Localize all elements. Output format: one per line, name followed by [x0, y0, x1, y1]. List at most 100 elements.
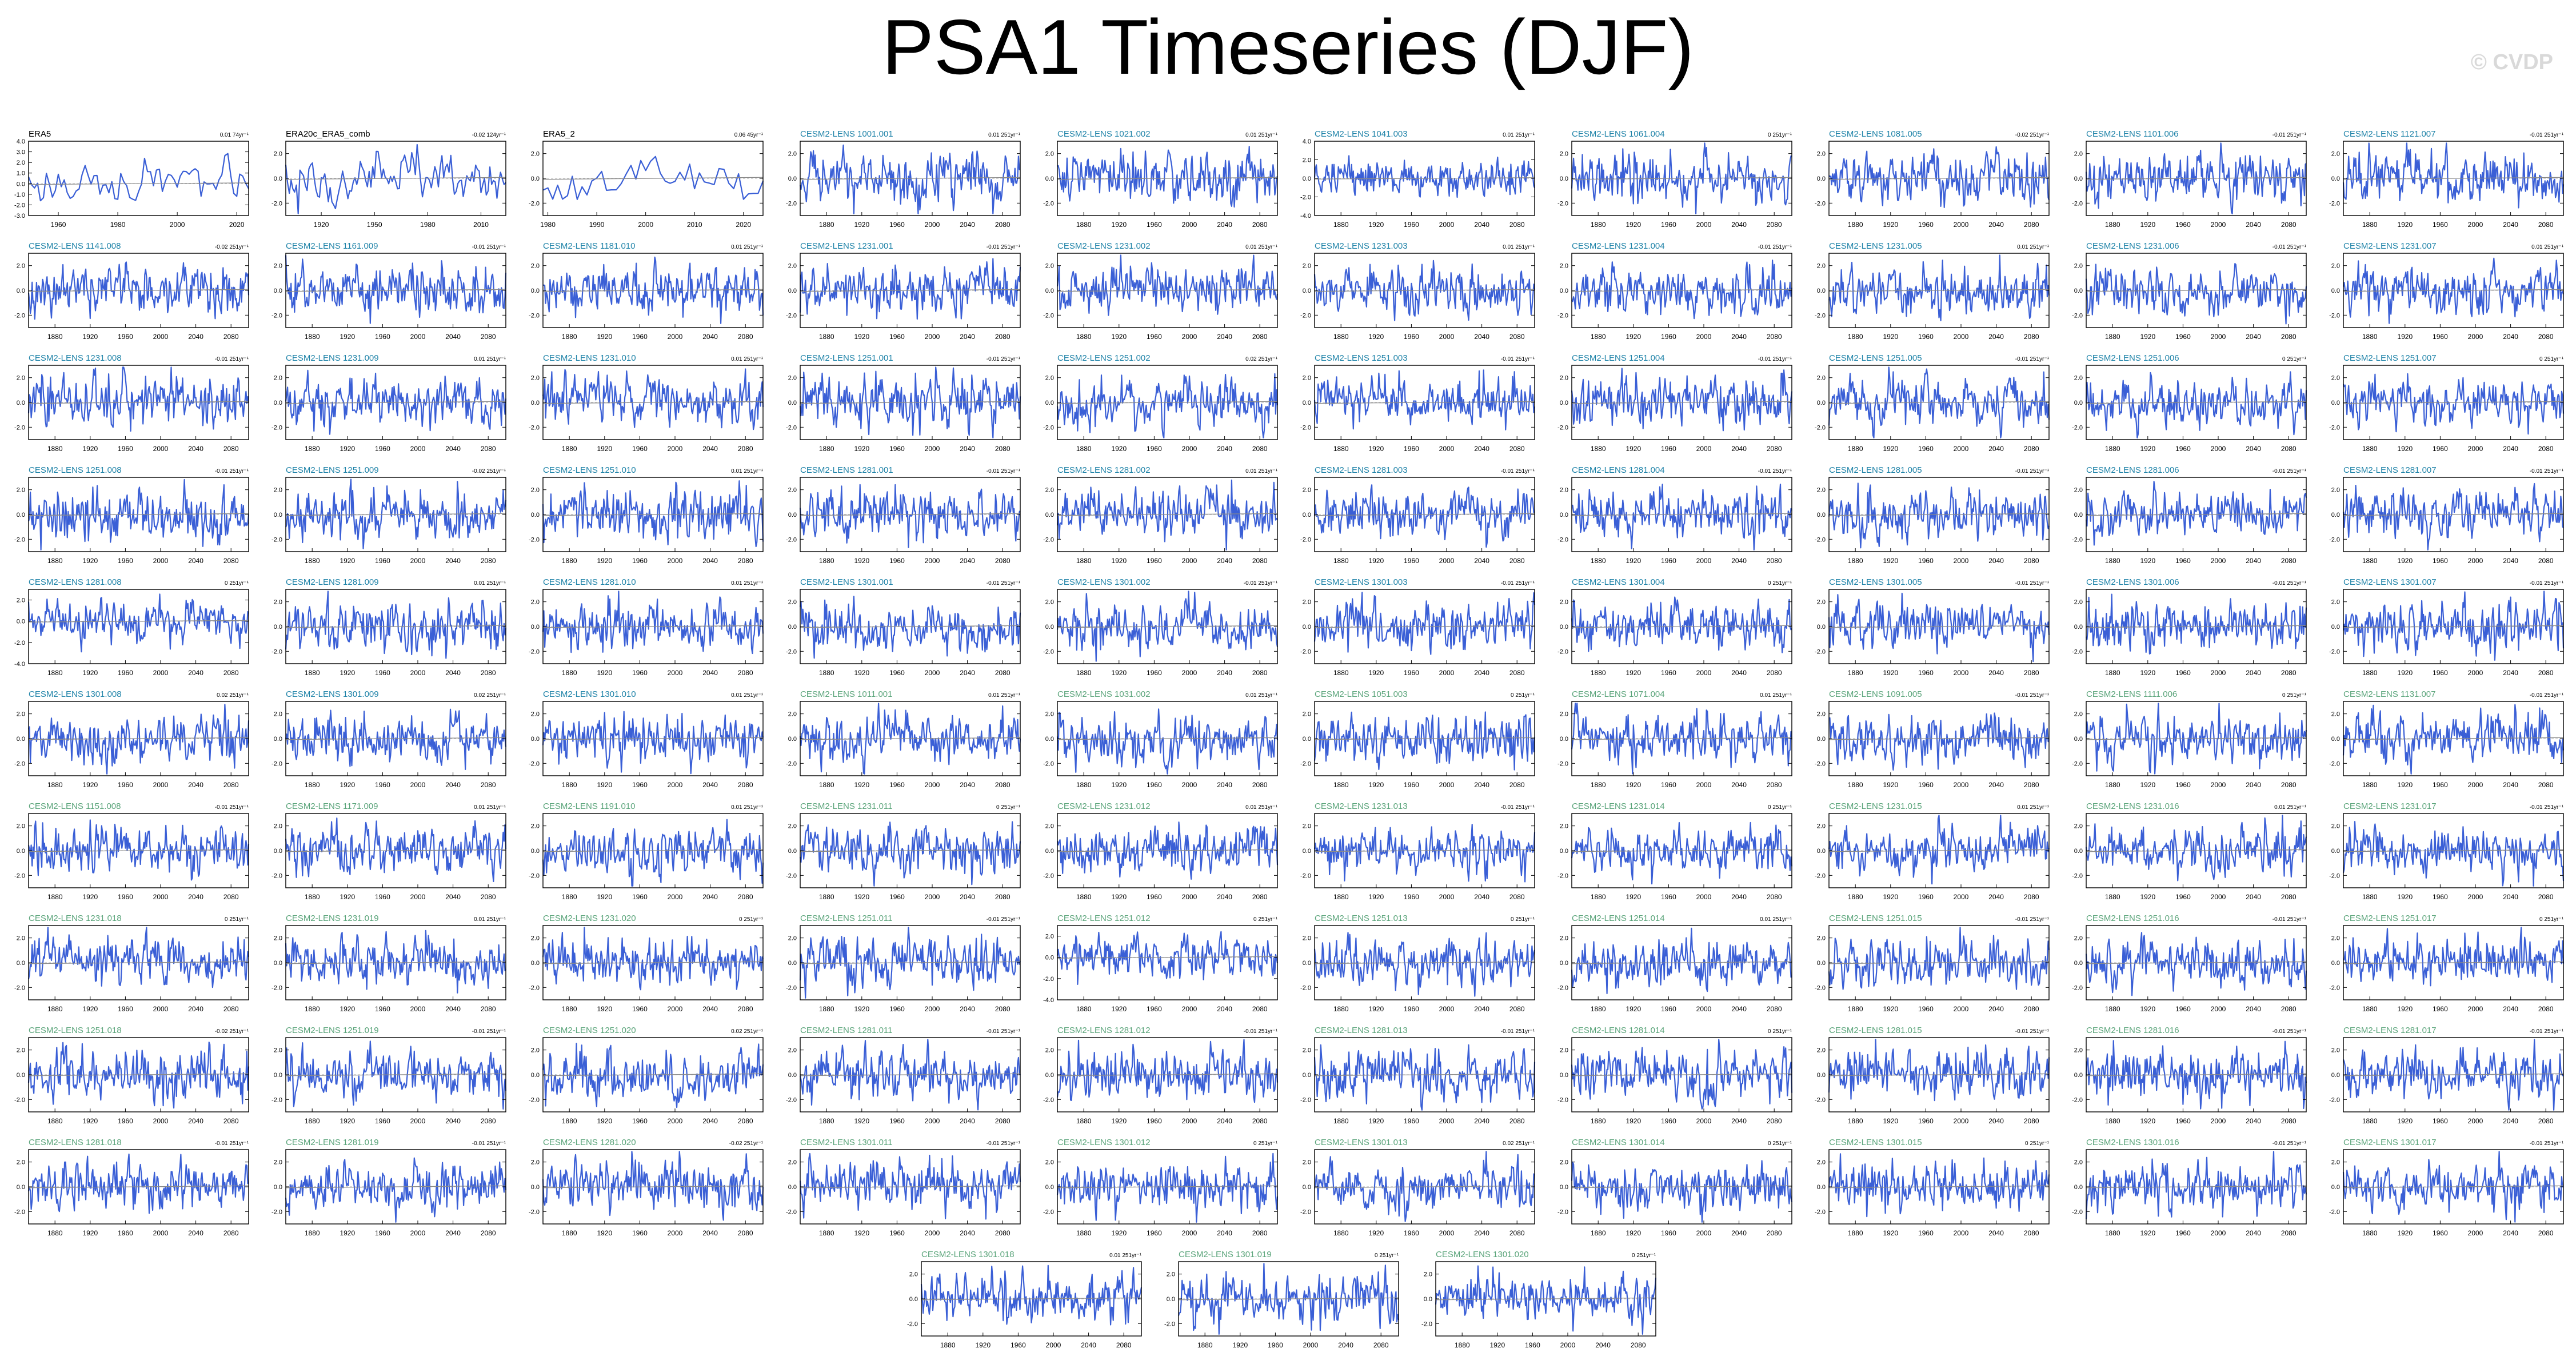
- y-tick-label: 0.0: [1045, 624, 1054, 631]
- y-tick-label: -4.0: [14, 661, 25, 668]
- y-tick-label: 0.0: [2074, 1072, 2083, 1079]
- panel-label: CESM2-LENS 1281.007: [2343, 465, 2437, 475]
- x-tick-label: 1960: [2433, 1229, 2448, 1237]
- x-tick-label: 1920: [1626, 1005, 1641, 1013]
- x-tick-label: 2000: [925, 893, 940, 901]
- x-tick-label: 1880: [562, 333, 577, 341]
- panel-label: CESM2-LENS 1281.012: [1057, 1026, 1151, 1035]
- y-tick-label: -2.0: [2072, 200, 2083, 207]
- x-tick-label: 2000: [1046, 1341, 1061, 1349]
- panel-label: CESM2-LENS 1281.014: [1572, 1026, 1665, 1035]
- panel-label: CESM2-LENS 1301.014: [1572, 1138, 1665, 1147]
- x-tick-label: 2080: [223, 445, 239, 453]
- x-tick-label: 2080: [738, 669, 753, 677]
- y-tick-label: 2.0: [17, 823, 25, 830]
- x-tick-label: 2040: [445, 1117, 461, 1125]
- y-tick-label: 0.0: [788, 624, 797, 631]
- timeseries-line: [285, 255, 507, 324]
- x-tick-label: 2040: [2503, 557, 2518, 565]
- y-tick-label: 2.0: [788, 935, 797, 942]
- trend-line: [1571, 1073, 1792, 1076]
- x-tick-label: 1880: [2362, 1117, 2378, 1125]
- x-tick-label: 2080: [2281, 221, 2297, 229]
- trend-line: [1828, 1073, 2050, 1076]
- timeseries-line: [799, 821, 1021, 887]
- x-tick-label: 1920: [1232, 1341, 1248, 1349]
- panel-label: CESM2-LENS 1281.018: [29, 1138, 122, 1147]
- x-tick-label: 1880: [1591, 1229, 1606, 1237]
- panel-trend-label: 0.01 251yr⁻¹: [2274, 804, 2307, 811]
- panel-label: CESM2-LENS 1251.001: [800, 353, 893, 363]
- timeseries-line: [1828, 592, 2050, 663]
- y-tick-label: 2.0: [788, 1047, 797, 1054]
- x-tick-label: 2040: [1474, 333, 1489, 341]
- x-tick-label: 2080: [2538, 221, 2554, 229]
- timeseries-panel: CESM2-LENS 1231.018 0 251yr⁻¹ 2.0 0.0 -2.0 18…: [14, 914, 250, 1013]
- panel-trend-label: 0.01 251yr⁻¹: [1245, 244, 1278, 250]
- trend-line: [1057, 177, 1278, 180]
- x-tick-label: 2080: [1767, 1005, 1782, 1013]
- trend-line: [1314, 513, 1535, 516]
- y-tick-label: 0.0: [17, 960, 25, 967]
- panel-trend-label: 0.01 251yr⁻¹: [731, 356, 764, 362]
- panel-trend-label: 0.01 251yr⁻¹: [1245, 468, 1278, 474]
- timeseries-line: [2085, 1040, 2307, 1110]
- panel-trend-label: -0.01 251yr⁻¹: [2015, 1028, 2050, 1035]
- x-tick-label: 1960: [375, 1005, 390, 1013]
- x-tick-label: 2000: [2468, 1117, 2483, 1125]
- y-tick-label: 2.0: [1817, 1159, 1826, 1166]
- x-tick-label: 1880: [1333, 445, 1349, 453]
- trend-line: [1571, 289, 1792, 292]
- y-tick-label: 2.0: [531, 375, 540, 382]
- x-tick-label: 1920: [82, 445, 98, 453]
- x-tick-label: 1920: [82, 669, 98, 677]
- y-tick-label: 2.0: [1817, 263, 1826, 270]
- x-tick-label: 1960: [375, 1229, 390, 1237]
- trend-line: [2343, 1073, 2564, 1076]
- x-tick-label: 1880: [1076, 557, 1092, 565]
- x-tick-label: 2000: [1954, 1117, 1969, 1125]
- x-tick-label: 2080: [223, 669, 239, 677]
- y-tick-label: -2.0: [786, 312, 797, 319]
- x-tick-label: 2080: [481, 669, 496, 677]
- timeseries-panel: CESM2-LENS 1251.002 0.02 251yr⁻¹ 2.0 0.0 -2.…: [1043, 353, 1279, 453]
- x-tick-label: 1920: [1883, 557, 1898, 565]
- panel-label: CESM2-LENS 1251.012: [1057, 914, 1151, 923]
- timeseries-panel: CESM2-LENS 1301.020 0 251yr⁻¹ 2.0 0.0 -2.0 18…: [1421, 1250, 1657, 1349]
- x-tick-label: 2040: [188, 1117, 203, 1125]
- panel-label: CESM2-LENS 1161.009: [286, 241, 378, 251]
- y-tick-label: 2.0: [1045, 263, 1054, 270]
- y-tick-label: -3.0: [14, 213, 25, 220]
- timeseries-line: [27, 478, 250, 551]
- x-tick-label: 2000: [1954, 557, 1969, 565]
- x-tick-label: 2080: [223, 781, 239, 789]
- x-tick-label: 2080: [1767, 221, 1782, 229]
- timeseries-panel: CESM2-LENS 1231.020 0 251yr⁻¹ 2.0 0.0 -2.0 18…: [529, 914, 764, 1013]
- timeseries-panel: CESM2-LENS 1081.005 -0.02 251yr⁻¹ 2.0 0.0 -2…: [1815, 129, 2050, 229]
- timeseries-panel: CESM2-LENS 1281.007 -0.01 251yr⁻¹ 2.0 0.0 -2…: [2329, 465, 2564, 565]
- x-tick-label: 1920: [1626, 557, 1641, 565]
- x-tick-label: 2040: [960, 445, 975, 453]
- y-tick-label: -2.0: [2329, 1209, 2340, 1215]
- trend-line: [1057, 401, 1278, 404]
- panel-trend-label: -0.01 251yr⁻¹: [1244, 580, 1278, 587]
- x-tick-label: 1880: [562, 781, 577, 789]
- trend-line: [800, 289, 1021, 292]
- y-tick-label: -2.0: [271, 760, 282, 767]
- timeseries-panel: CESM2-LENS 1251.010 0.01 251yr⁻¹ 2.0 0.0 -2.…: [529, 465, 764, 565]
- x-tick-label: 2040: [1217, 893, 1232, 901]
- panel-trend-label: -0.01 251yr⁻¹: [1501, 580, 1535, 587]
- x-tick-label: 2000: [668, 781, 683, 789]
- y-tick-label: 2.0: [531, 487, 540, 494]
- timeseries-panel: CESM2-LENS 1141.008 -0.02 251yr⁻¹ 2.0 0.0 -2…: [14, 241, 250, 341]
- timeseries-panel: CESM2-LENS 1301.015 0 251yr⁻¹ 2.0 0.0 -2.0 18…: [1815, 1138, 2050, 1237]
- panel-label: CESM2-LENS 1191.010: [543, 801, 635, 811]
- x-tick-label: 1880: [2362, 669, 2378, 677]
- x-tick-label: 1880: [1591, 557, 1606, 565]
- y-tick-label: -2.0: [14, 1209, 25, 1215]
- x-tick-label: 2040: [2503, 1229, 2518, 1237]
- panel-label: CESM2-LENS 1251.018: [29, 1026, 122, 1035]
- x-tick-label: 1880: [305, 1229, 320, 1237]
- x-tick-label: 1880: [1848, 557, 1863, 565]
